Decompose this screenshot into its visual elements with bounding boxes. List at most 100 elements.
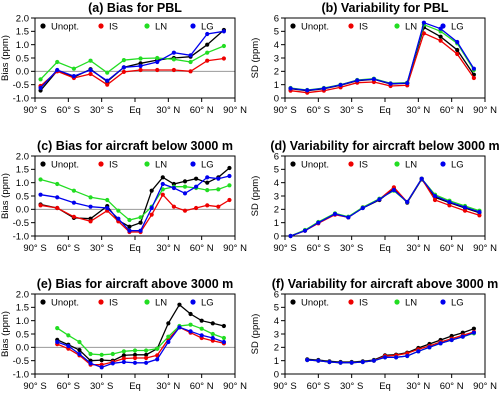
- data-point: [419, 176, 424, 181]
- data-point: [221, 339, 226, 345]
- y-tick-label: 5: [274, 27, 279, 38]
- data-point: [199, 318, 204, 323]
- series-line-lg: [290, 21, 475, 91]
- y-tick-label: 0.5: [16, 329, 29, 340]
- legend-label: IS: [359, 297, 368, 308]
- series-line-is: [40, 57, 224, 87]
- data-point: [205, 180, 210, 185]
- data-point: [144, 352, 149, 357]
- y-axis-label: SD (ppm): [250, 176, 261, 217]
- data-point: [138, 67, 143, 73]
- data-point: [371, 358, 376, 363]
- data-point: [405, 353, 410, 359]
- data-point: [160, 175, 165, 180]
- y-tick-label: 0: [274, 369, 279, 380]
- data-point: [221, 56, 226, 61]
- y-tick-label: 0.0: [16, 205, 29, 216]
- legend-label: LG: [451, 21, 464, 32]
- y-tick-label: 2.0: [16, 13, 29, 24]
- data-point: [205, 175, 210, 180]
- x-tick-label: 30° S: [340, 243, 363, 254]
- legend-label: Unopt.: [301, 21, 329, 32]
- panel-c-title: (c) Bias for aircraft below 3000 m: [37, 139, 233, 153]
- data-point: [55, 67, 60, 73]
- x-tick-label: 30° N: [406, 381, 430, 392]
- x-tick-label: 30° N: [406, 105, 430, 116]
- x-tick-label: 30° N: [156, 381, 180, 392]
- y-tick-label: 4: [274, 40, 279, 51]
- data-point: [166, 339, 171, 345]
- data-point: [88, 219, 93, 224]
- data-point: [171, 67, 176, 73]
- data-point: [210, 335, 215, 341]
- data-point: [149, 205, 154, 211]
- data-point: [171, 57, 176, 62]
- data-point: [471, 66, 476, 71]
- legend-label: IS: [109, 159, 118, 170]
- y-tick-label: 2.0: [16, 151, 29, 162]
- series-line-ln: [40, 45, 225, 80]
- data-point: [121, 349, 126, 354]
- data-point: [438, 341, 443, 346]
- data-point: [88, 361, 93, 366]
- y-tick-label: 5: [274, 303, 279, 314]
- x-tick-label: 90° N: [473, 381, 497, 392]
- data-point: [210, 321, 215, 326]
- data-point: [205, 31, 210, 37]
- legend-marker: [98, 299, 104, 305]
- series-line-lg: [290, 177, 480, 237]
- data-point: [116, 216, 121, 221]
- data-point: [88, 67, 93, 73]
- data-point: [391, 187, 396, 193]
- legend-marker: [348, 161, 354, 167]
- data-point: [316, 220, 321, 225]
- data-point: [38, 77, 43, 82]
- data-point: [110, 361, 115, 366]
- legend-marker: [394, 23, 400, 29]
- data-point: [66, 343, 71, 349]
- data-point: [194, 176, 199, 181]
- y-tick-label: 0: [274, 231, 279, 242]
- panel-f: (f) Variability for aircraft above 3000 …: [250, 277, 498, 392]
- data-point: [462, 205, 468, 210]
- y-axis-label: Bias (ppm): [0, 311, 11, 357]
- x-tick-label: 90° S: [273, 381, 296, 392]
- legend-marker: [40, 23, 46, 29]
- panel-a-title: (a) Bias for PBL: [88, 1, 182, 15]
- x-tick-label: 60° S: [307, 243, 330, 254]
- x-tick-label: 30° S: [90, 105, 113, 116]
- legend-marker: [290, 23, 296, 29]
- legend-label: Unopt.: [301, 297, 329, 308]
- data-point: [302, 228, 308, 233]
- data-point: [99, 358, 104, 363]
- data-point: [227, 197, 232, 203]
- data-point: [421, 20, 426, 25]
- data-point: [432, 193, 438, 199]
- data-point: [138, 56, 143, 61]
- data-point: [188, 69, 193, 74]
- x-tick-label: 60° S: [57, 381, 80, 392]
- legend-marker: [144, 161, 150, 167]
- x-tick-label: 60° S: [57, 105, 80, 116]
- legend-label: LN: [155, 297, 167, 308]
- x-tick-label: Eq: [129, 381, 141, 392]
- data-point: [305, 88, 310, 93]
- data-point: [155, 59, 160, 65]
- legend-marker: [98, 161, 104, 167]
- data-point: [71, 188, 76, 193]
- data-point: [144, 348, 149, 353]
- data-point: [38, 177, 43, 182]
- x-tick-label: 30° S: [90, 381, 113, 392]
- legend-label: IS: [359, 21, 368, 32]
- data-point: [449, 337, 454, 343]
- x-tick-label: 90° S: [23, 381, 46, 392]
- x-tick-label: Eq: [379, 381, 391, 392]
- y-axis-label: Bias (ppm): [0, 173, 11, 219]
- data-point: [205, 203, 210, 208]
- data-point: [138, 63, 143, 69]
- legend-label: Unopt.: [301, 159, 329, 170]
- data-point: [205, 42, 210, 47]
- data-point: [405, 199, 410, 205]
- legend-label: Unopt.: [51, 297, 79, 308]
